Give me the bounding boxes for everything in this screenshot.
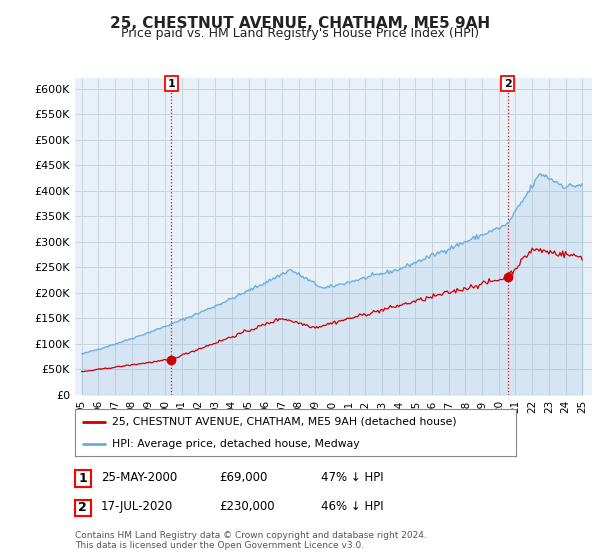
Text: HPI: Average price, detached house, Medway: HPI: Average price, detached house, Medw… [112, 438, 360, 449]
Text: Price paid vs. HM Land Registry's House Price Index (HPI): Price paid vs. HM Land Registry's House … [121, 27, 479, 40]
Text: 25-MAY-2000: 25-MAY-2000 [101, 470, 177, 484]
Text: 47% ↓ HPI: 47% ↓ HPI [321, 470, 383, 484]
Text: 46% ↓ HPI: 46% ↓ HPI [321, 500, 383, 514]
Text: 25, CHESTNUT AVENUE, CHATHAM, ME5 9AH (detached house): 25, CHESTNUT AVENUE, CHATHAM, ME5 9AH (d… [112, 417, 457, 427]
Text: 2: 2 [504, 78, 512, 88]
Text: 1: 1 [167, 78, 175, 88]
Text: £230,000: £230,000 [219, 500, 275, 514]
Text: 17-JUL-2020: 17-JUL-2020 [101, 500, 173, 514]
Text: 2: 2 [79, 501, 87, 515]
Text: £69,000: £69,000 [219, 470, 268, 484]
Text: 25, CHESTNUT AVENUE, CHATHAM, ME5 9AH: 25, CHESTNUT AVENUE, CHATHAM, ME5 9AH [110, 16, 490, 31]
Text: 1: 1 [79, 472, 87, 485]
Text: Contains HM Land Registry data © Crown copyright and database right 2024.
This d: Contains HM Land Registry data © Crown c… [75, 531, 427, 550]
